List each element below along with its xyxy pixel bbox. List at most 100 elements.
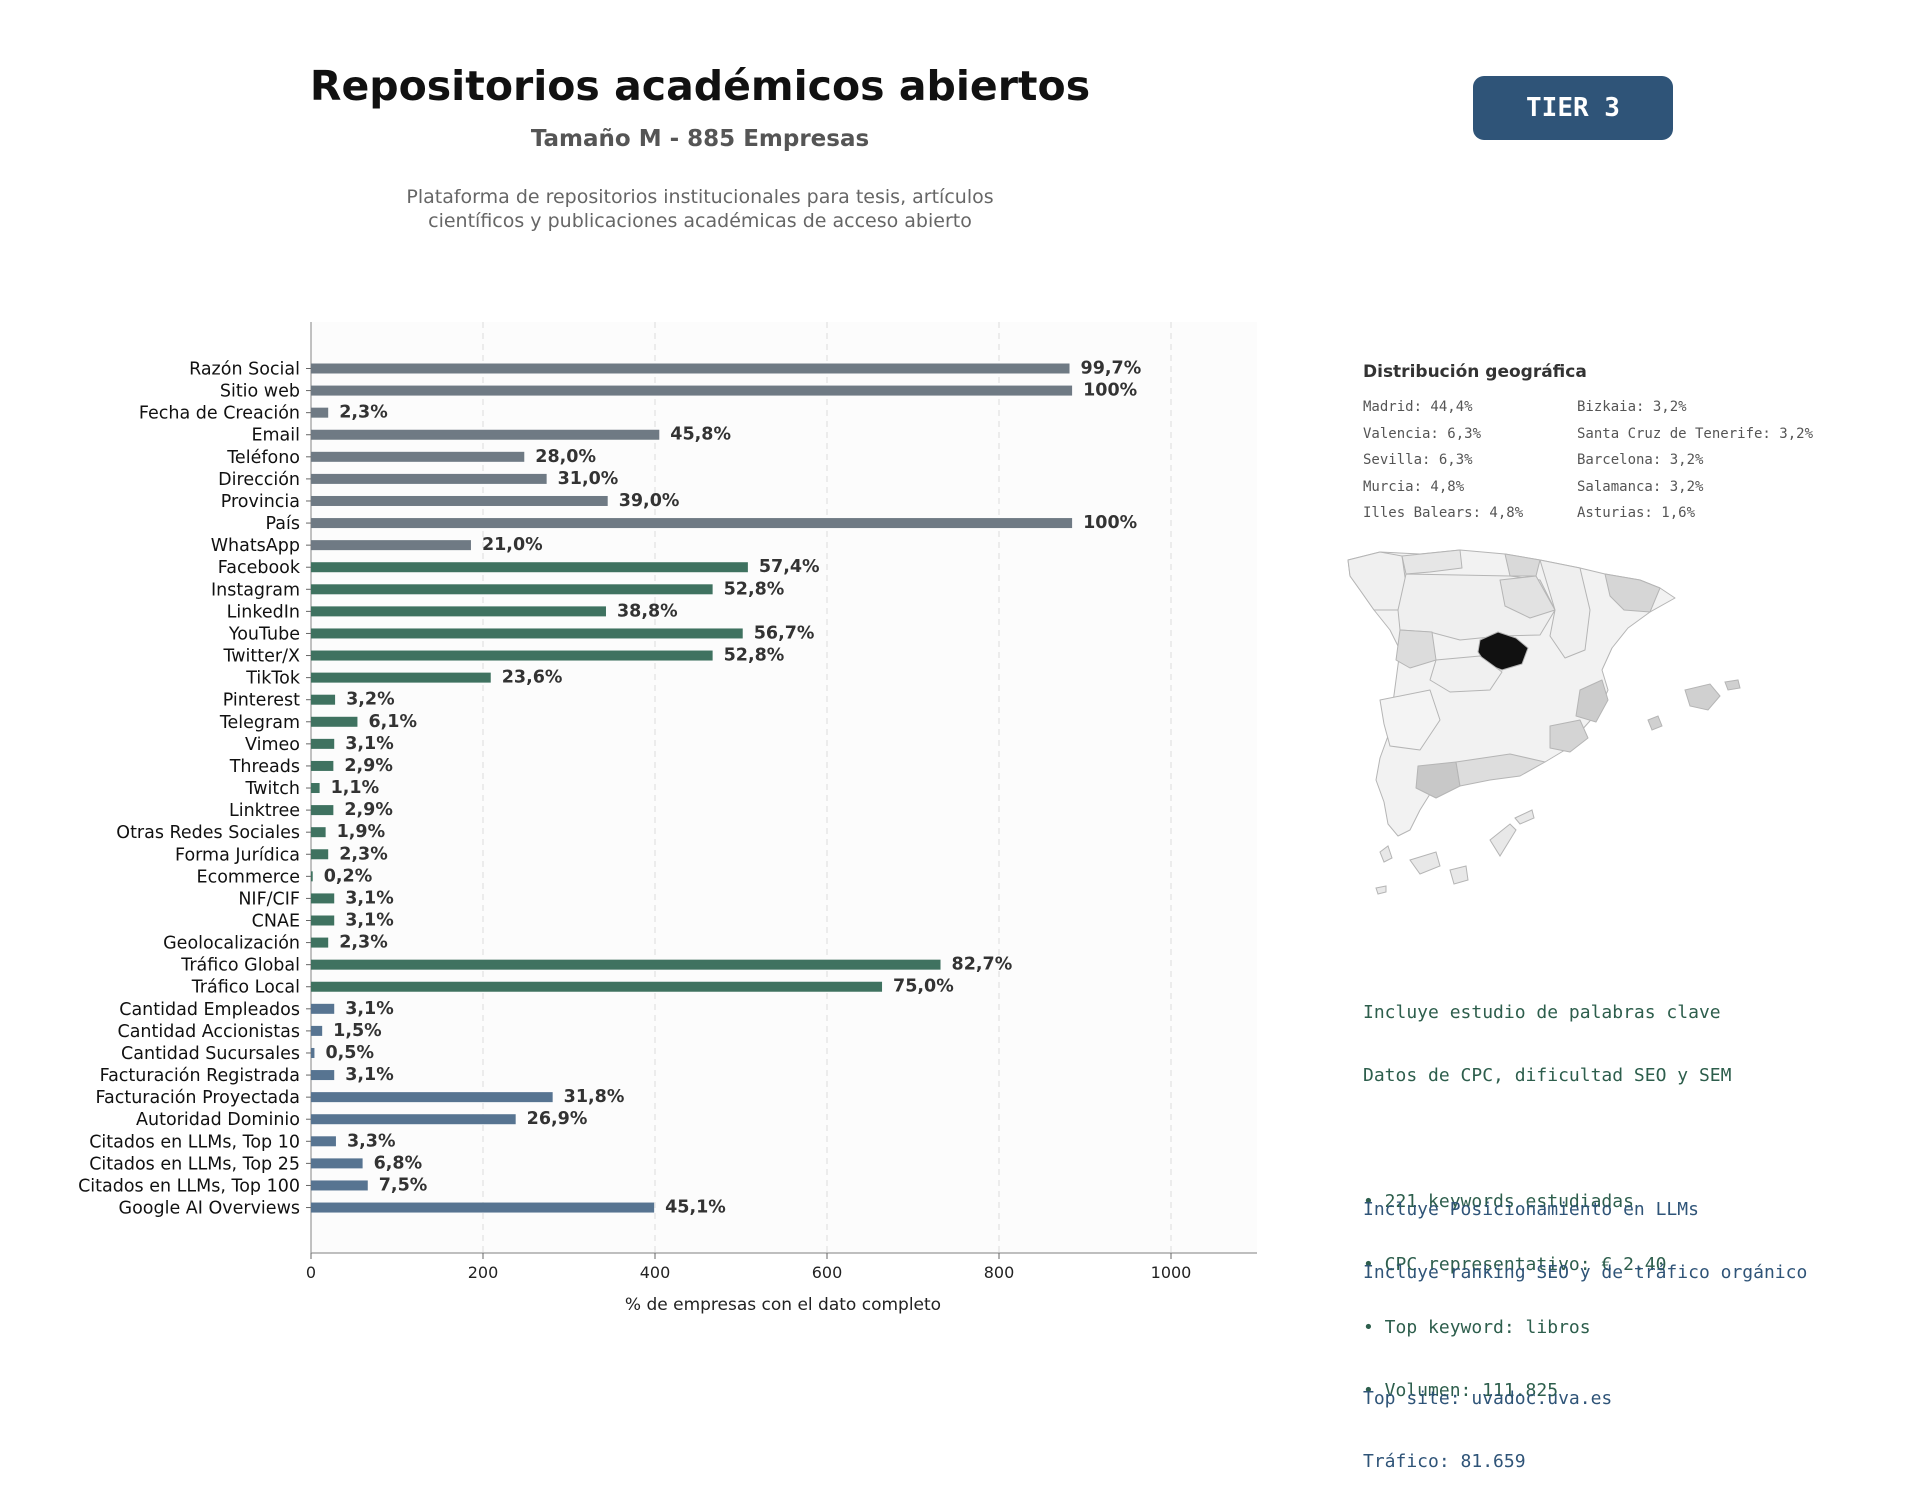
bar	[311, 716, 358, 727]
data-label: 52,8%	[724, 579, 785, 599]
map-mallorca	[1684, 683, 1721, 711]
bar	[311, 495, 608, 506]
bar	[311, 760, 334, 771]
bar	[311, 871, 313, 882]
map-menorca	[1724, 679, 1741, 691]
data-label: 21,0%	[482, 535, 543, 555]
map-asturias	[1401, 549, 1463, 575]
geo-item: Santa Cruz de Tenerife: 3,2%	[1577, 425, 1814, 442]
data-label: 0,5%	[325, 1043, 374, 1063]
data-label: 45,8%	[670, 425, 731, 445]
map-fuerteventura	[1489, 823, 1517, 857]
category-label: Otras Redes Sociales	[116, 823, 300, 843]
data-label: 0,2%	[324, 866, 373, 886]
category-label: Tráfico Local	[191, 978, 300, 998]
map-toledo	[1429, 655, 1503, 693]
data-label: 7,5%	[379, 1175, 428, 1195]
description-line-1: Plataforma de repositorios institucional…	[406, 186, 994, 208]
data-label: 3,2%	[346, 690, 395, 710]
bar	[311, 473, 547, 484]
map-aragon	[1539, 559, 1591, 659]
bar-chart: 0 200 400 600 800 1000 % de empresas con el da…	[78, 322, 1257, 1315]
x-tick-label: 0	[306, 1263, 316, 1282]
data-label: 31,8%	[564, 1087, 625, 1107]
x-tick-label: 400	[640, 1263, 671, 1282]
category-label: Sitio web	[220, 382, 300, 402]
category-label: Vimeo	[245, 735, 300, 755]
bar	[311, 783, 320, 794]
bar	[311, 937, 329, 948]
map-tenerife	[1409, 851, 1441, 875]
category-label: Facturación Registrada	[100, 1066, 300, 1086]
data-label: 3,1%	[345, 999, 394, 1019]
bar	[311, 650, 713, 661]
category-label: WhatsApp	[211, 536, 300, 556]
category-label: LinkedIn	[227, 602, 300, 622]
bar	[311, 628, 743, 639]
data-label: 3,3%	[347, 1131, 396, 1151]
category-label: Linktree	[229, 801, 300, 821]
bar	[311, 518, 1073, 529]
category-label: Facturación Proyectada	[96, 1088, 300, 1108]
bar	[311, 562, 748, 573]
geo-item: Madrid: 44,4%	[1363, 399, 1473, 415]
x-tick-label: 800	[984, 1263, 1015, 1282]
data-label: 3,1%	[345, 911, 394, 931]
category-label: Dirección	[218, 470, 300, 490]
data-label: 45,1%	[665, 1198, 726, 1218]
category-label: Threads	[229, 757, 300, 777]
geo-item: Illes Balears: 4,8%	[1363, 505, 1524, 521]
category-label: Twitch	[244, 779, 300, 799]
bar	[311, 1180, 368, 1191]
data-label: 28,0%	[535, 447, 596, 467]
category-label: Tráfico Global	[180, 956, 300, 976]
keywords-bullet-4: • Volumen: 111.825	[1363, 1380, 1559, 1401]
data-label: 82,7%	[952, 955, 1013, 975]
data-label: 3,1%	[345, 888, 394, 908]
bar	[311, 1092, 553, 1103]
bar	[311, 584, 713, 595]
data-label: 26,9%	[527, 1109, 588, 1129]
category-label: Forma Jurídica	[175, 845, 300, 865]
bar	[311, 385, 1073, 396]
category-label: País	[266, 514, 300, 534]
geo-item: Barcelona: 3,2%	[1577, 452, 1704, 468]
category-label: Pinterest	[223, 691, 300, 711]
spain-map	[1347, 549, 1741, 895]
category-label: Cantidad Sucursales	[121, 1044, 300, 1064]
map-bizkaia	[1504, 553, 1541, 577]
category-label: Razón Social	[189, 360, 300, 380]
keywords-block: Incluye estudio de palabras clave Datos …	[1363, 960, 1731, 1422]
llm-line-1: Incluye Posicionamiento en LLMs	[1363, 1199, 1699, 1220]
category-label: Twitter/X	[222, 647, 300, 667]
tier-badge: TIER 3	[1473, 76, 1673, 140]
llm-block: Incluye Posicionamiento en LLMs Incluye …	[1363, 1157, 1807, 1493]
llm-traffic: Tráfico: 81.659	[1363, 1451, 1526, 1472]
category-label: Citados en LLMs, Top 10	[89, 1132, 300, 1152]
map-burgos	[1499, 575, 1556, 619]
category-label: Ecommerce	[197, 867, 300, 887]
geo-item: Salamanca: 3,2%	[1577, 478, 1704, 495]
bar	[311, 407, 329, 418]
bar	[311, 959, 941, 970]
description-line-2: científicos y publicaciones académicas d…	[428, 210, 972, 232]
bar	[311, 1003, 335, 1014]
bar	[311, 827, 326, 838]
bar	[311, 1047, 315, 1058]
map-sevilla	[1415, 761, 1461, 799]
data-label: 100%	[1083, 513, 1137, 533]
data-label: 3,1%	[345, 734, 394, 754]
data-label: 56,7%	[754, 623, 815, 643]
data-label: 1,9%	[337, 822, 386, 842]
bar	[311, 451, 525, 462]
bar	[311, 606, 606, 617]
bar	[311, 672, 491, 683]
x-tick-label: 1000	[1151, 1263, 1192, 1282]
keywords-bullet-2: • CPC representativo: € 2.40	[1363, 1254, 1667, 1275]
data-label: 31,0%	[558, 469, 619, 489]
data-label: 1,5%	[333, 1021, 382, 1041]
map-galicia	[1347, 551, 1407, 611]
category-label: Citados en LLMs, Top 100	[78, 1176, 300, 1196]
category-label: Fecha de Creación	[139, 404, 300, 424]
category-label: CNAE	[252, 912, 300, 932]
